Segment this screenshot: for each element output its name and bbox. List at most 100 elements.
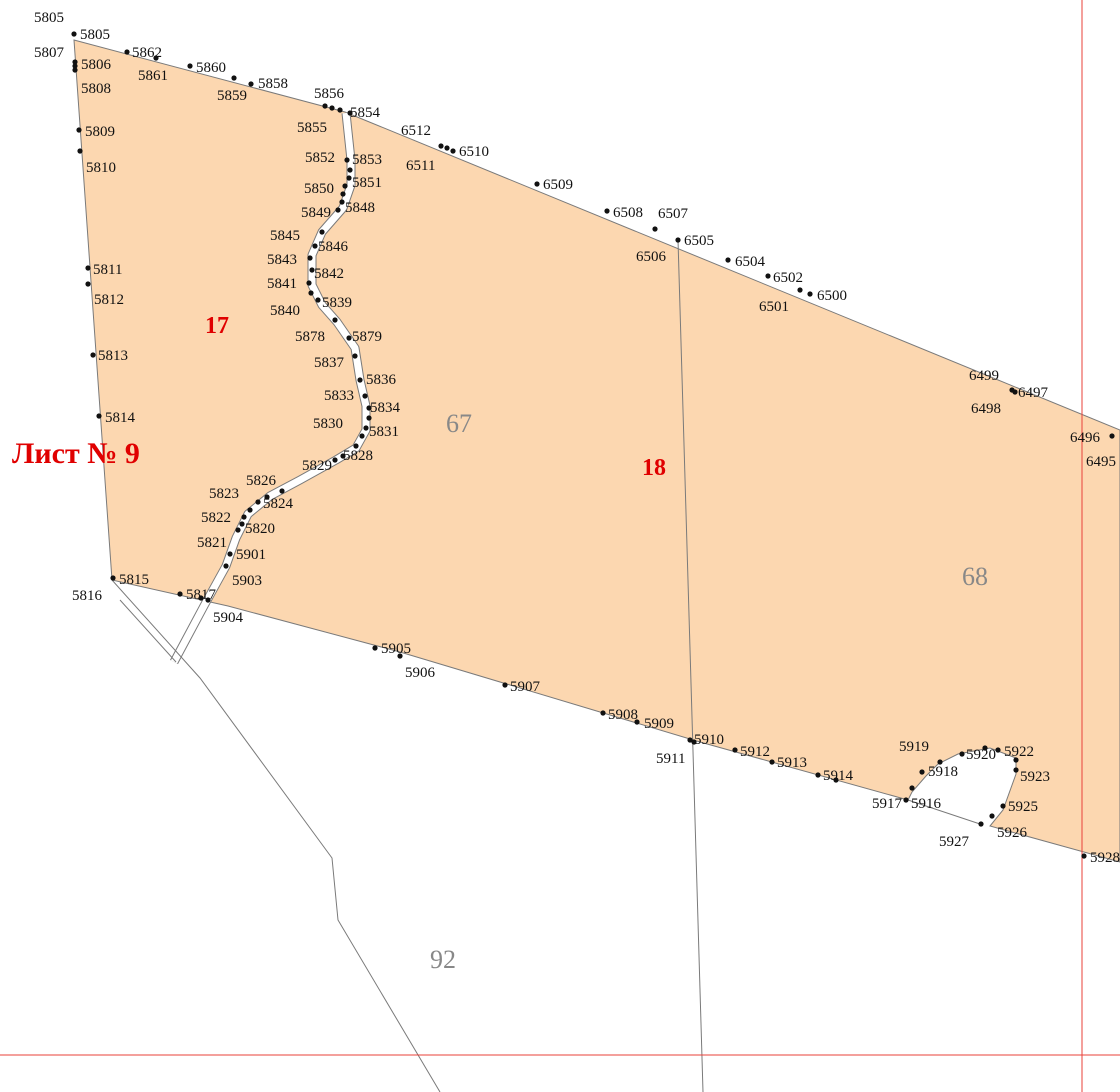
vertex-point[interactable] [366, 405, 372, 411]
vertex-point[interactable] [797, 287, 803, 293]
vertex-point[interactable] [995, 747, 1001, 753]
vertex-point[interactable] [77, 148, 83, 154]
vertex-point[interactable] [1000, 803, 1006, 809]
vertex-point[interactable] [315, 297, 321, 303]
vertex-point[interactable] [312, 243, 318, 249]
vertex-point[interactable] [1012, 389, 1018, 395]
vertex-point[interactable] [344, 157, 350, 163]
vertex-point[interactable] [687, 737, 693, 743]
vertex-point[interactable] [502, 682, 508, 688]
vertex-point[interactable] [909, 785, 915, 791]
vertex-point[interactable] [279, 488, 285, 494]
vertex-point[interactable] [833, 777, 839, 783]
vertex-point[interactable] [227, 551, 233, 557]
point-label: 5834 [370, 400, 401, 416]
vertex-point[interactable] [332, 457, 338, 463]
vertex-point[interactable] [765, 273, 771, 279]
vertex-point[interactable] [362, 393, 368, 399]
vertex-point[interactable] [600, 710, 606, 716]
vertex-point[interactable] [347, 110, 353, 116]
vertex-point[interactable] [634, 719, 640, 725]
vertex-point[interactable] [342, 183, 348, 189]
vertex-point[interactable] [153, 55, 159, 61]
vertex-point[interactable] [959, 751, 965, 757]
vertex-point[interactable] [604, 208, 610, 214]
vertex-point[interactable] [235, 527, 241, 533]
vertex-point[interactable] [307, 255, 313, 261]
vertex-point[interactable] [76, 127, 82, 133]
vertex-point[interactable] [1081, 853, 1087, 859]
vertex-point[interactable] [978, 821, 984, 827]
vertex-point[interactable] [1013, 757, 1019, 763]
vertex-point[interactable] [534, 181, 540, 187]
vertex-point[interactable] [346, 335, 352, 341]
vertex-point[interactable] [353, 443, 359, 449]
vertex-point[interactable] [255, 499, 261, 505]
vertex-point[interactable] [346, 175, 352, 181]
vertex-point[interactable] [247, 507, 253, 513]
vertex-point[interactable] [815, 772, 821, 778]
parcel-area-fill[interactable] [73, 39, 1120, 863]
vertex-point[interactable] [652, 226, 658, 232]
vertex-point[interactable] [725, 257, 731, 263]
vertex-point[interactable] [248, 81, 254, 87]
vertex-point[interactable] [438, 143, 444, 149]
vertex-point[interactable] [177, 591, 183, 597]
vertex-point[interactable] [329, 105, 335, 111]
vertex-point[interactable] [1109, 433, 1115, 439]
vertex-point[interactable] [110, 575, 116, 581]
vertex-point[interactable] [444, 145, 450, 151]
vertex-point[interactable] [231, 75, 237, 81]
vertex-point[interactable] [71, 31, 77, 37]
vertex-point[interactable] [352, 353, 358, 359]
vertex-point[interactable] [264, 494, 270, 500]
vertex-point[interactable] [205, 597, 211, 603]
vertex-point[interactable] [691, 739, 697, 745]
vertex-point[interactable] [96, 413, 102, 419]
vertex-point[interactable] [309, 267, 315, 273]
parcel-number-18[interactable]: 18 [642, 455, 666, 481]
vertex-point[interactable] [982, 745, 988, 751]
vertex-point[interactable] [239, 521, 245, 527]
vertex-point[interactable] [347, 167, 353, 173]
vertex-point[interactable] [989, 813, 995, 819]
vertex-point[interactable] [340, 191, 346, 197]
vertex-point[interactable] [340, 453, 346, 459]
vertex-point[interactable] [366, 415, 372, 421]
vertex-point[interactable] [85, 281, 91, 287]
parcel-number-17[interactable]: 17 [205, 313, 229, 339]
vertex-point[interactable] [241, 514, 247, 520]
vertex-point[interactable] [124, 49, 130, 55]
vertex-point[interactable] [1013, 767, 1019, 773]
vertex-point[interactable] [85, 265, 91, 271]
vertex-point[interactable] [72, 67, 78, 73]
vertex-point[interactable] [308, 290, 314, 296]
vertex-point[interactable] [359, 433, 365, 439]
vertex-point[interactable] [937, 759, 943, 765]
vertex-point[interactable] [322, 103, 328, 109]
vertex-point[interactable] [732, 747, 738, 753]
vertex-point[interactable] [339, 199, 345, 205]
vertex-point[interactable] [198, 595, 204, 601]
vertex-point[interactable] [72, 63, 78, 69]
vertex-point[interactable] [319, 229, 325, 235]
vertex-point[interactable] [919, 769, 925, 775]
vertex-point[interactable] [807, 291, 813, 297]
vertex-point[interactable] [903, 797, 909, 803]
vertex-point[interactable] [357, 377, 363, 383]
vertex-point[interactable] [337, 107, 343, 113]
vertex-point[interactable] [450, 148, 456, 154]
vertex-point[interactable] [223, 563, 229, 569]
vertex-point[interactable] [372, 645, 378, 651]
vertex-point[interactable] [363, 425, 369, 431]
vertex-point[interactable] [187, 63, 193, 69]
point-label: 5837 [314, 355, 345, 371]
vertex-point[interactable] [675, 237, 681, 243]
vertex-point[interactable] [306, 280, 312, 286]
vertex-point[interactable] [72, 59, 78, 65]
vertex-point[interactable] [335, 207, 341, 213]
vertex-point[interactable] [332, 317, 338, 323]
vertex-point[interactable] [397, 653, 403, 659]
vertex-point[interactable] [769, 759, 775, 765]
vertex-point[interactable] [90, 352, 96, 358]
